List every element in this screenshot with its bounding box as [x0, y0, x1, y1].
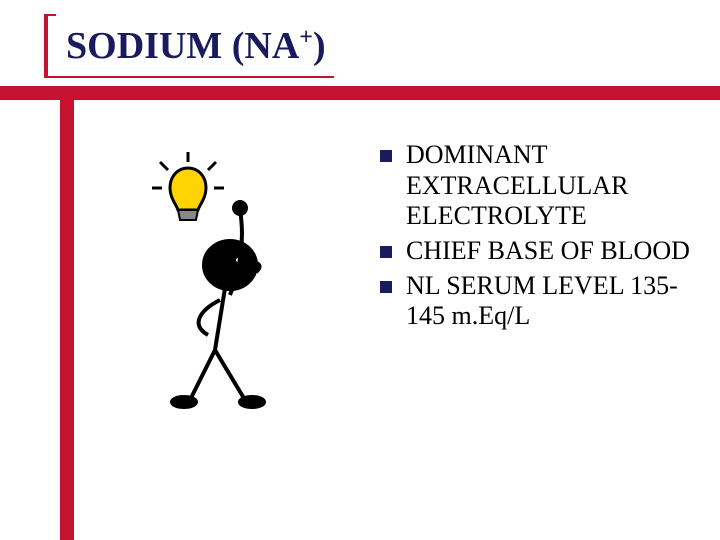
bullet-text: CHIEF BASE OF BLOOD — [406, 236, 690, 267]
list-item: NL SERUM LEVEL 135-145 m.Eq/L — [380, 271, 690, 332]
slide-title: SODIUM (NA+) — [66, 24, 326, 68]
bullet-text: NL SERUM LEVEL 135-145 m.Eq/L — [406, 271, 690, 332]
frame-left-bar — [60, 86, 74, 540]
list-item: CHIEF BASE OF BLOOD — [380, 236, 690, 267]
bullet-square-icon — [380, 150, 392, 162]
lightbulb-icon — [152, 152, 224, 220]
bullet-list: DOMINANT EXTRACELLULAR ELECTROLYTE CHIEF… — [380, 140, 690, 336]
idea-figure-clipart — [120, 150, 330, 410]
bullet-text: DOMINANT EXTRACELLULAR ELECTROLYTE — [406, 140, 690, 232]
bullet-square-icon — [380, 246, 392, 258]
list-item: DOMINANT EXTRACELLULAR ELECTROLYTE — [380, 140, 690, 232]
frame-top-bar — [0, 86, 720, 100]
title-box: SODIUM (NA+) — [48, 16, 344, 76]
bullet-square-icon — [380, 281, 392, 293]
stick-figure-icon — [172, 202, 264, 407]
